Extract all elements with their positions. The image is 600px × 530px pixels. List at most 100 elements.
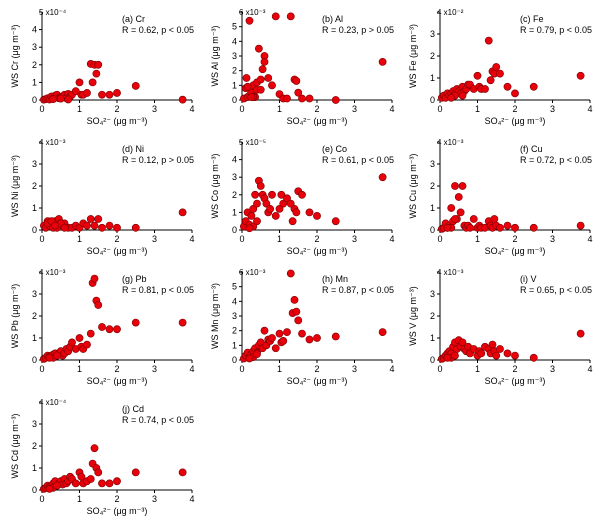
data-point (88, 78, 97, 87)
x-tick-label: 0 (39, 494, 44, 504)
data-point (477, 349, 486, 358)
y-tick-label-exponent: 5 x10⁻⁵ (239, 138, 266, 147)
y-axis-title: WS Mn (μg m⁻³) (210, 283, 220, 349)
y-tick-label: 0 (232, 225, 237, 235)
y-tick-label: 1 (430, 73, 435, 83)
y-tick-label: 1 (430, 333, 435, 343)
data-point (90, 274, 99, 283)
y-tick-label: 0 (32, 225, 37, 235)
y-tick-label: 2 (232, 326, 237, 336)
x-axis-title: SO₄²⁻ (μg m⁻³) (287, 116, 348, 126)
data-point (451, 351, 459, 360)
data-point (286, 12, 295, 21)
data-point (105, 221, 114, 230)
y-tick-label: 1 (32, 203, 37, 213)
data-point (456, 208, 465, 217)
data-point (256, 75, 265, 84)
data-point (451, 215, 459, 223)
data-point (53, 481, 61, 490)
data-point (298, 329, 306, 338)
panel-title: (a) Cr (122, 14, 145, 24)
data-point (254, 44, 263, 53)
data-point (260, 326, 269, 335)
data-point (283, 328, 291, 337)
data-point (279, 337, 288, 345)
data-point (105, 325, 114, 334)
data-point (331, 332, 340, 341)
data-point (271, 212, 280, 220)
x-tick-label: 0 (437, 364, 442, 374)
data-point (75, 334, 84, 342)
data-point (286, 269, 295, 278)
data-point (511, 89, 519, 98)
data-point (83, 221, 91, 230)
data-point (305, 94, 314, 103)
data-point (492, 63, 501, 71)
data-point (253, 217, 261, 226)
y-tick-label: 3 (430, 159, 435, 169)
y-tick-label: 0 (32, 95, 37, 105)
correlation-stat: R = 0.61, p < 0.05 (322, 155, 394, 165)
y-tick-label: 2 (430, 181, 435, 191)
panel-title: (e) Co (322, 144, 347, 154)
data-point (253, 199, 261, 208)
data-point (131, 318, 140, 327)
x-tick-label: 0 (239, 104, 244, 114)
panel-9: 0 1 2 3 4 0 1 2 3 4 x10⁻³ WS V (μg m⁻³) SO₄²⁻ (μg m… (408, 268, 593, 386)
y-axis-title: WS Cu (μg m⁻³) (408, 154, 418, 219)
x-tick-label: 3 (152, 364, 157, 374)
data-point (305, 335, 314, 344)
y-tick-label-exponent: 6 x10⁻³ (239, 268, 266, 277)
panel-title: (d) Ni (122, 144, 144, 154)
data-point (496, 223, 504, 232)
x-tick-label: 3 (152, 234, 157, 244)
x-axis-title: SO₄²⁻ (μg m⁻³) (485, 116, 546, 126)
data-point (298, 190, 306, 199)
data-point (92, 69, 101, 78)
data-point (113, 89, 121, 97)
panel-6: 0 1 2 3 4 0 1 2 3 4 x10⁻³ WS Cu (μg m⁻³) SO₄²⁻ (μg … (408, 138, 593, 256)
data-point (94, 60, 103, 69)
panel-title: (h) Mn (322, 274, 348, 284)
data-point (331, 96, 340, 104)
data-point (90, 444, 99, 453)
data-point (243, 82, 252, 91)
x-tick-label: 3 (352, 234, 357, 244)
data-point (484, 36, 493, 45)
data-point (98, 323, 106, 331)
correlation-stat: R = 0.79, p < 0.05 (520, 25, 592, 35)
y-tick-label: 5 (232, 22, 237, 32)
x-tick-label: 4 (189, 494, 194, 504)
x-tick-label: 1 (475, 364, 480, 374)
x-tick-label: 2 (512, 364, 517, 374)
data-point (503, 82, 512, 91)
data-point (443, 353, 452, 362)
data-point (576, 221, 585, 230)
data-point (256, 182, 265, 190)
data-point (458, 182, 467, 190)
data-point (45, 484, 54, 493)
x-axis-title: SO₄²⁻ (μg m⁻³) (485, 246, 546, 256)
data-point (490, 215, 499, 223)
data-point (283, 94, 291, 103)
y-axis-title: WS Fe (μg m⁻³) (408, 24, 418, 88)
y-tick-label: 4 (232, 296, 237, 306)
panel-title: (b) Al (322, 14, 343, 24)
data-point (290, 295, 299, 304)
data-point (294, 316, 303, 325)
data-point (298, 94, 306, 103)
data-point (86, 475, 95, 483)
y-tick-label-exponent: 6 x10⁻³ (239, 8, 266, 17)
x-tick-label: 2 (114, 494, 119, 504)
correlation-stat: R = 0.74, p < 0.05 (122, 415, 194, 425)
x-axis-title: SO₄²⁻ (μg m⁻³) (287, 246, 348, 256)
data-point (529, 82, 538, 91)
panel-8: 0 1 2 3 4 0 1 2 3 4 56 x10⁻³ WS Mn (μg m⁻³) SO₄²⁻ (μ… (210, 268, 395, 386)
data-point (75, 78, 84, 87)
y-axis-title: WS Co (μg m⁻³) (210, 154, 220, 219)
x-tick-label: 0 (437, 234, 442, 244)
data-point (451, 182, 459, 190)
y-tick-label: 3 (430, 29, 435, 39)
